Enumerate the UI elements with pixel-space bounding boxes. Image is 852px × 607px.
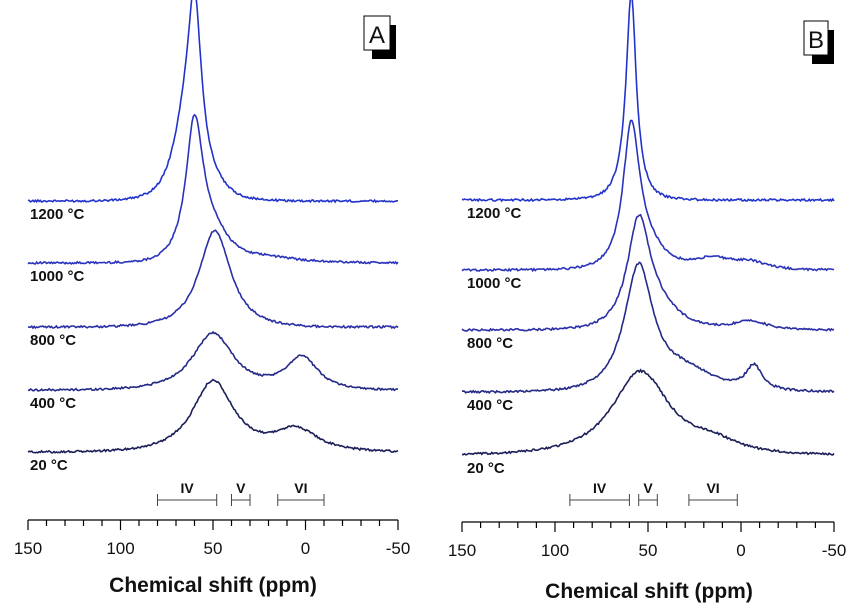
spectrum-1000c bbox=[461, 119, 835, 273]
region-bracket-vi: VI bbox=[277, 480, 325, 506]
panel-a-temperature-labels: 1200 °C 1000 °C 800 °C 400 °C 20 °C bbox=[30, 206, 85, 474]
panel-b-letter: B bbox=[808, 27, 824, 54]
temperature-label: 20 °C bbox=[30, 457, 68, 474]
region-bracket-vi: VI bbox=[688, 480, 738, 506]
spectrum-20c bbox=[461, 368, 835, 456]
panel-a-letter: A bbox=[369, 22, 385, 49]
x-tick-label: 150 bbox=[14, 539, 42, 558]
temperature-label: 400 °C bbox=[30, 395, 76, 412]
x-tick-label: 0 bbox=[301, 539, 310, 558]
region-bracket-iv: IV bbox=[157, 480, 218, 506]
temperature-label: 800 °C bbox=[467, 335, 513, 352]
x-tick-label: 50 bbox=[639, 541, 658, 560]
panel-b-temperature-labels: 1200 °C 1000 °C 800 °C 400 °C 20 °C bbox=[467, 205, 522, 477]
region-label: VI bbox=[294, 480, 307, 496]
spectrum-1200c bbox=[27, 0, 399, 204]
panel-b-x-axis: 150 100 50 0 -50 bbox=[448, 521, 847, 560]
x-tick-label: 100 bbox=[106, 539, 134, 558]
region-label: V bbox=[643, 480, 653, 496]
spectrum-1000c bbox=[27, 113, 399, 265]
region-label: V bbox=[236, 480, 246, 496]
temperature-label: 400 °C bbox=[467, 397, 513, 414]
temperature-label: 1200 °C bbox=[467, 205, 522, 222]
temperature-label: 1000 °C bbox=[467, 275, 522, 292]
x-tick-label: -50 bbox=[822, 541, 847, 560]
region-label: IV bbox=[180, 480, 194, 496]
panel-a-spectra bbox=[27, 0, 399, 454]
region-bracket-iv: IV bbox=[569, 480, 630, 506]
temperature-label: 800 °C bbox=[30, 332, 76, 349]
temperature-label: 1000 °C bbox=[30, 268, 85, 285]
temperature-label: 1200 °C bbox=[30, 206, 85, 223]
x-tick-label: 100 bbox=[541, 541, 569, 560]
region-bracket-v: V bbox=[638, 480, 658, 506]
spectrum-800c bbox=[27, 229, 399, 330]
region-label: VI bbox=[706, 480, 719, 496]
temperature-label: 20 °C bbox=[467, 460, 505, 477]
region-bracket-v: V bbox=[231, 480, 251, 506]
x-tick-label: 150 bbox=[448, 541, 476, 560]
panel-a-region-brackets: IV V VI bbox=[157, 480, 325, 506]
panel-b-spectra bbox=[461, 0, 835, 456]
spectrum-800c bbox=[461, 213, 835, 332]
x-tick-label: 0 bbox=[736, 541, 745, 560]
spectrum-400c bbox=[461, 261, 835, 394]
spectrum-20c bbox=[27, 378, 399, 454]
panel-b: 1200 °C 1000 °C 800 °C 400 °C 20 °C IV V VI 15… bbox=[448, 0, 846, 603]
panel-b-x-axis-title: Chemical shift (ppm) bbox=[545, 580, 753, 603]
panel-b-region-brackets: IV V VI bbox=[569, 480, 738, 506]
region-label: IV bbox=[593, 480, 607, 496]
x-tick-label: -50 bbox=[386, 539, 411, 558]
panel-b-badge: B bbox=[803, 20, 834, 64]
panel-a-x-axis: 150 100 50 0 -50 bbox=[14, 519, 411, 558]
x-tick-label: 50 bbox=[204, 539, 223, 558]
panel-a: 1200 °C 1000 °C 800 °C 400 °C 20 °C IV V VI 15… bbox=[14, 0, 410, 597]
panel-a-badge: A bbox=[363, 15, 396, 59]
panel-a-x-axis-title: Chemical shift (ppm) bbox=[109, 574, 317, 597]
spectrum-400c bbox=[27, 330, 399, 392]
spectrum-1200c bbox=[461, 0, 835, 203]
